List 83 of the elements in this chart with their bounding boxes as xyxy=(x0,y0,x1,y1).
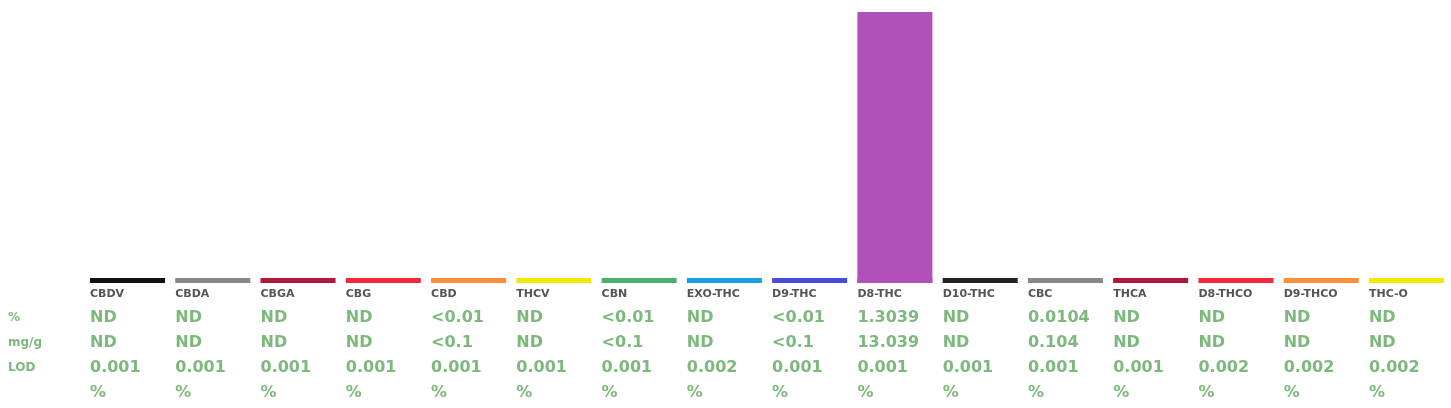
x-tick-label: CBDA xyxy=(175,287,210,300)
text: ND xyxy=(175,307,202,326)
x-tick-label: THCV xyxy=(516,287,551,300)
text: % xyxy=(601,382,618,401)
text: ND xyxy=(175,332,202,351)
text: ND xyxy=(1283,307,1311,326)
x-tick-label: CBC xyxy=(1027,287,1053,300)
text: 0.002 xyxy=(686,357,738,376)
text: ND xyxy=(345,307,373,326)
text: 0.001 xyxy=(1113,357,1164,376)
x-tick-label: D8-THCO xyxy=(1198,287,1253,300)
x-tick-label: THC-O xyxy=(1368,287,1408,300)
text: % xyxy=(1198,382,1215,401)
text: % xyxy=(772,382,789,401)
x-tick-label: CBD xyxy=(431,287,457,300)
text: ND xyxy=(1198,332,1226,351)
text: 0.001 xyxy=(431,357,482,376)
text: ND xyxy=(90,332,117,351)
data-label: 0.0104 xyxy=(1027,307,1090,326)
text: <0.1 xyxy=(601,332,644,351)
text: ND xyxy=(942,332,970,351)
text: 0.001 xyxy=(345,357,397,376)
text: 0.001 xyxy=(175,357,226,376)
text: <0.01 xyxy=(772,307,826,326)
text: <0.1 xyxy=(431,332,473,351)
text: % xyxy=(345,382,362,401)
x-tick-label: CBG xyxy=(345,287,372,300)
text: <0.1 xyxy=(772,332,814,351)
text: 0.002 xyxy=(1198,357,1250,376)
text: % xyxy=(1113,382,1130,401)
text: ND xyxy=(345,332,373,351)
text: mg/g xyxy=(8,335,43,349)
text: % xyxy=(516,382,533,401)
text: % xyxy=(431,382,448,401)
text: ND xyxy=(1368,307,1396,326)
text: 0.001 xyxy=(942,357,994,376)
text: % xyxy=(1283,382,1300,401)
x-tick-label: EXO-THC xyxy=(686,287,740,300)
text: % xyxy=(686,382,703,401)
text: ND xyxy=(686,332,714,351)
text: ND xyxy=(1113,307,1140,326)
text: <0.01 xyxy=(601,307,655,326)
text: 0.002 xyxy=(1368,357,1420,376)
text: % xyxy=(1027,382,1044,401)
x-tick-label: CBGA xyxy=(260,287,296,300)
text: ND xyxy=(1283,332,1311,351)
text: ND xyxy=(686,307,714,326)
text: 0.001 xyxy=(90,357,141,376)
text: % xyxy=(8,310,21,324)
data-label: 1.3039 xyxy=(857,307,920,326)
text: ND xyxy=(516,332,543,351)
text: % xyxy=(857,382,874,401)
text: 0.001 xyxy=(772,357,823,376)
x-tick-label: THCA xyxy=(1113,287,1147,300)
text: % xyxy=(942,382,959,401)
text: ND xyxy=(1198,307,1226,326)
text: ND xyxy=(1113,332,1140,351)
x-tick-label: D8-THC xyxy=(857,287,902,300)
text: 0.001 xyxy=(260,357,312,376)
text: 13.039 xyxy=(857,332,920,351)
x-tick-label: CBN xyxy=(601,287,628,300)
text: LOD xyxy=(8,360,36,374)
x-tick-label: D10-THC xyxy=(942,287,995,300)
text: ND xyxy=(90,307,117,326)
text: 0.002 xyxy=(1283,357,1335,376)
x-tick-label: CBDV xyxy=(90,287,125,300)
text: 0.001 xyxy=(601,357,653,376)
text: % xyxy=(260,382,277,401)
text: 0.001 xyxy=(516,357,567,376)
text: 0.001 xyxy=(1027,357,1079,376)
text: ND xyxy=(260,307,288,326)
text: ND xyxy=(1368,332,1396,351)
text: 0.104 xyxy=(1027,332,1079,351)
text: ND xyxy=(260,332,288,351)
x-tick-label: D9-THC xyxy=(772,287,817,300)
x-tick-label: D9-THCO xyxy=(1283,287,1338,300)
text: % xyxy=(175,382,192,401)
text: % xyxy=(90,382,107,401)
text: % xyxy=(1368,382,1385,401)
text: <0.01 xyxy=(431,307,484,326)
text: 0.001 xyxy=(857,357,908,376)
text: ND xyxy=(516,307,543,326)
text: ND xyxy=(942,307,970,326)
